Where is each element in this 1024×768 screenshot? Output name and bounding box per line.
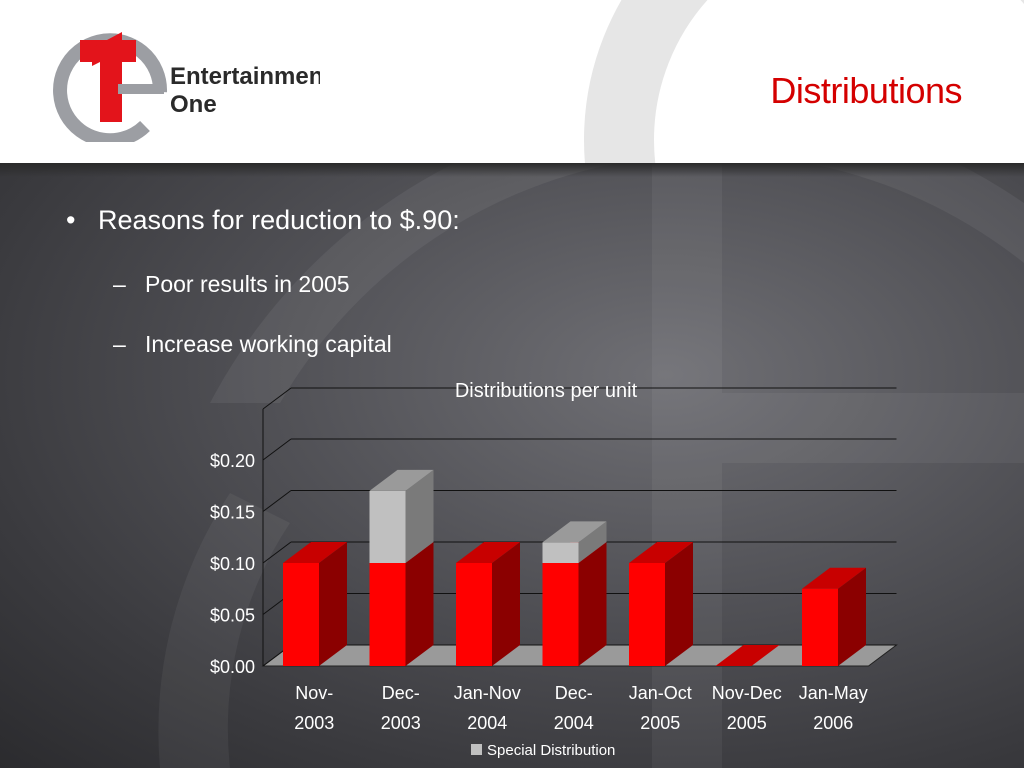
- bar-regular-side: [405, 542, 434, 666]
- legend-swatch: [471, 744, 482, 755]
- x-tick-label: Jan-Nov: [454, 683, 521, 703]
- x-tick-label: Nov-: [295, 683, 333, 703]
- x-tick-label: Nov-Dec: [712, 683, 782, 703]
- entertainment-one-logo: Entertainment One: [53, 32, 320, 142]
- bar-regular: [629, 563, 665, 666]
- x-tick-label: 2005: [640, 713, 680, 733]
- bar-regular: [369, 563, 406, 666]
- bar-regular-side: [838, 567, 866, 666]
- bar-regular-side: [492, 542, 520, 666]
- bar-regular-side: [578, 542, 607, 666]
- x-tick-label: 2006: [813, 713, 853, 733]
- y-tick-label: $0.05: [210, 606, 255, 626]
- grid-depth-line: [262, 387, 292, 410]
- bullet-sub-2: – Increase working capital: [113, 331, 392, 358]
- bar-regular-top: [715, 645, 780, 666]
- legend-label: Special Distribution: [487, 742, 615, 759]
- x-tick-label: Jan-Oct: [629, 683, 692, 703]
- bullet-sub-1-text: Poor results in 2005: [145, 271, 350, 297]
- bar-special-top: [369, 469, 434, 491]
- logo-text-line2: One: [170, 91, 217, 118]
- background-watermark: [158, 163, 1024, 768]
- x-tick-label: 2004: [554, 713, 594, 733]
- bar-regular-side: [319, 542, 347, 666]
- bullet-main: • Reasons for reduction to $.90:: [66, 205, 460, 236]
- bar-regular: [283, 563, 319, 666]
- bar-regular-side: [665, 542, 693, 666]
- distributions-chart: $0.00 $0.05 $0.10 $0.15 $0.20 Nov- 2003 Dec- 200…: [210, 380, 898, 759]
- x-tick-label: 2003: [294, 713, 334, 733]
- y-tick-label: $0.15: [210, 503, 255, 523]
- logo-mark-icon: [53, 32, 168, 142]
- bullet-main-text: Reasons for reduction to $.90:: [98, 205, 460, 235]
- x-tick-label: 2003: [381, 713, 421, 733]
- y-tick-label: $0.10: [210, 554, 255, 574]
- bullet-sub-2-text: Increase working capital: [145, 331, 392, 357]
- bar-special-side: [578, 521, 607, 563]
- x-tick-label: Dec-: [382, 683, 420, 703]
- bar-regular: [542, 563, 579, 666]
- bar-regular-top: [629, 542, 693, 563]
- x-tick-label: 2005: [727, 713, 767, 733]
- logo-text-line1: Entertainment: [170, 63, 320, 90]
- slide-title: Distributions: [770, 70, 962, 111]
- chart-title: Distributions per unit: [455, 380, 638, 402]
- dash-mark: –: [113, 271, 126, 297]
- bar-special-side: [405, 469, 434, 563]
- bullet-mark: •: [66, 205, 76, 235]
- y-tick-label: $0.00: [210, 657, 255, 677]
- dash-mark: –: [113, 331, 126, 357]
- grid-depth-line: [262, 438, 292, 461]
- x-tick-label: Dec-: [555, 683, 593, 703]
- x-tick-label: 2004: [467, 713, 507, 733]
- bar-special-top: [542, 521, 607, 543]
- bar-special: [542, 542, 579, 563]
- x-tick-label: Jan-May: [799, 683, 868, 703]
- bullet-sub-1: – Poor results in 2005: [113, 271, 350, 298]
- content-area: • Reasons for reduction to $.90: – Poor re…: [0, 163, 1024, 768]
- bar-regular: [456, 563, 492, 666]
- bar-regular-top: [283, 542, 347, 563]
- y-tick-label: $0.20: [210, 451, 255, 471]
- bar-regular: [802, 588, 838, 666]
- bar-special: [369, 490, 406, 563]
- bar-regular-top: [802, 567, 866, 589]
- grid-depth-line: [262, 541, 292, 564]
- grid-depth-line: [262, 490, 292, 512]
- header: Entertainment One Distributions: [0, 0, 1024, 163]
- bar-regular-top: [456, 542, 520, 563]
